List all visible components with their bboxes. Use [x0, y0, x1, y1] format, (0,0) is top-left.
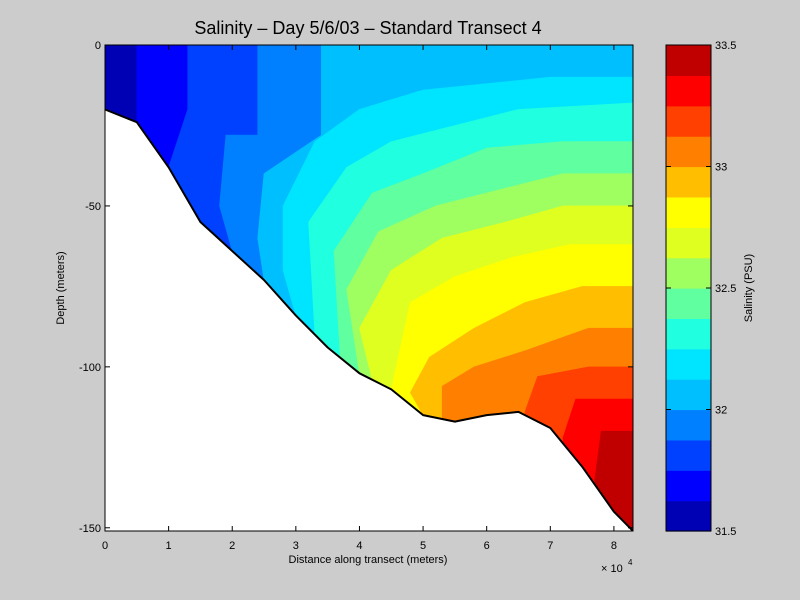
- colorbar-tick-label: 33: [715, 162, 727, 174]
- x-tick-label: 2: [229, 540, 235, 552]
- chart-title: Salinity – Day 5/6/03 – Standard Transec…: [194, 18, 541, 38]
- colorbar-swatch: [666, 257, 711, 289]
- y-axis: 0 -50 -100 -150: [79, 40, 633, 535]
- x-tick-label: 0: [102, 540, 108, 552]
- plot-frame: [104, 44, 634, 532]
- colorbar-swatch: [666, 45, 711, 76]
- y-tick-label: -150: [79, 523, 101, 535]
- y-tick-label: -100: [79, 362, 101, 374]
- x-tick-label: 4: [356, 540, 362, 552]
- colorbar-swatch: [666, 500, 711, 532]
- x-exponent-power: 4: [628, 558, 633, 567]
- x-tick-label: 8: [611, 540, 617, 552]
- colorbar-ticks: 31.5 32 32.5 33 33.5: [666, 40, 736, 538]
- x-tick-label: 7: [547, 540, 553, 552]
- x-tick-label: 6: [484, 540, 490, 552]
- colorbar-swatch: [666, 196, 711, 228]
- bottom-profile-line: [105, 108, 633, 531]
- salinity-band: [562, 45, 633, 531]
- seafloor-area: [105, 109, 633, 531]
- colorbar-swatch: [666, 75, 711, 107]
- colorbar-tick-label: 31.5: [715, 526, 736, 538]
- colorbar-tick-label: 33.5: [715, 40, 736, 52]
- x-axis: 0 1 2 3 4 5 6 7 8: [102, 45, 617, 552]
- y-tick-label: -50: [85, 201, 101, 213]
- colorbar-swatch: [666, 409, 711, 441]
- x-axis-label: Distance along transect (meters): [289, 554, 448, 566]
- salinity-band: [594, 45, 633, 531]
- colorbar-swatch: [666, 470, 711, 502]
- contour-plot: [105, 45, 633, 531]
- colorbar-swatch: [666, 288, 711, 319]
- x-tick-label: 1: [166, 540, 172, 552]
- y-tick-label: 0: [95, 40, 101, 52]
- colorbar: [666, 45, 711, 532]
- colorbar-swatch: [666, 379, 711, 411]
- x-exponent-label: × 10: [601, 563, 623, 575]
- colorbar-tick-label: 32.5: [715, 283, 736, 295]
- colorbar-label: Salinity (PSU): [743, 254, 755, 322]
- colorbar-swatch: [666, 439, 711, 471]
- colorbar-tick-label: 32: [715, 405, 727, 417]
- colorbar-swatch: [666, 318, 711, 350]
- colorbar-swatch: [666, 166, 711, 198]
- x-tick-label: 5: [420, 540, 426, 552]
- colorbar-swatch: [666, 136, 711, 168]
- x-tick-label: 3: [293, 540, 299, 552]
- colorbar-swatch: [666, 227, 711, 259]
- y-axis-label: Depth (meters): [55, 251, 67, 324]
- colorbar-swatch: [666, 105, 711, 137]
- colorbar-swatch: [666, 348, 711, 380]
